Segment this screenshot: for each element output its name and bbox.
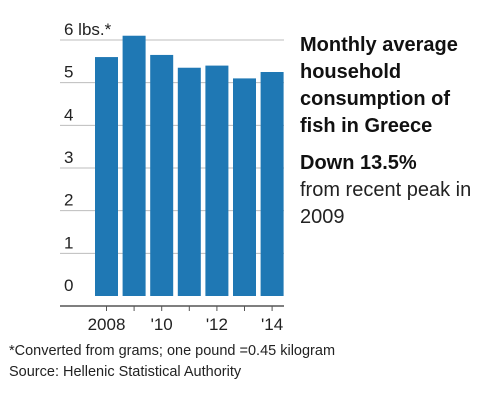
y-tick-label: 6 lbs.* (64, 20, 112, 39)
x-tick-label: '12 (206, 315, 228, 334)
source-note: Source: Hellenic Statistical Authority (9, 364, 242, 380)
bar (177, 67, 201, 296)
bar (205, 65, 229, 296)
y-tick-label: 3 (64, 148, 73, 167)
x-tick-label: 2008 (88, 315, 126, 334)
bar (260, 72, 284, 296)
y-tick-label: 1 (64, 233, 73, 252)
footnote: *Converted from grams; one pound =0.45 k… (9, 343, 336, 359)
x-tick-label: '10 (151, 315, 173, 334)
y-tick-label: 4 (64, 105, 73, 124)
y-tick-label: 2 (64, 191, 73, 210)
annotation-text: from recent peak in 2009 (300, 179, 472, 228)
title-block: Monthly average household consumption of… (300, 32, 480, 231)
bar (150, 54, 174, 296)
bar (233, 78, 256, 297)
x-tick-label: '14 (261, 315, 283, 334)
annotation-headline: Down 13.5% (300, 152, 417, 174)
bar (95, 57, 118, 296)
bar (122, 35, 146, 296)
y-tick-label: 5 (64, 63, 73, 82)
y-tick-label: 0 (64, 276, 73, 295)
chart-title: Monthly average household consumption of… (300, 34, 458, 137)
